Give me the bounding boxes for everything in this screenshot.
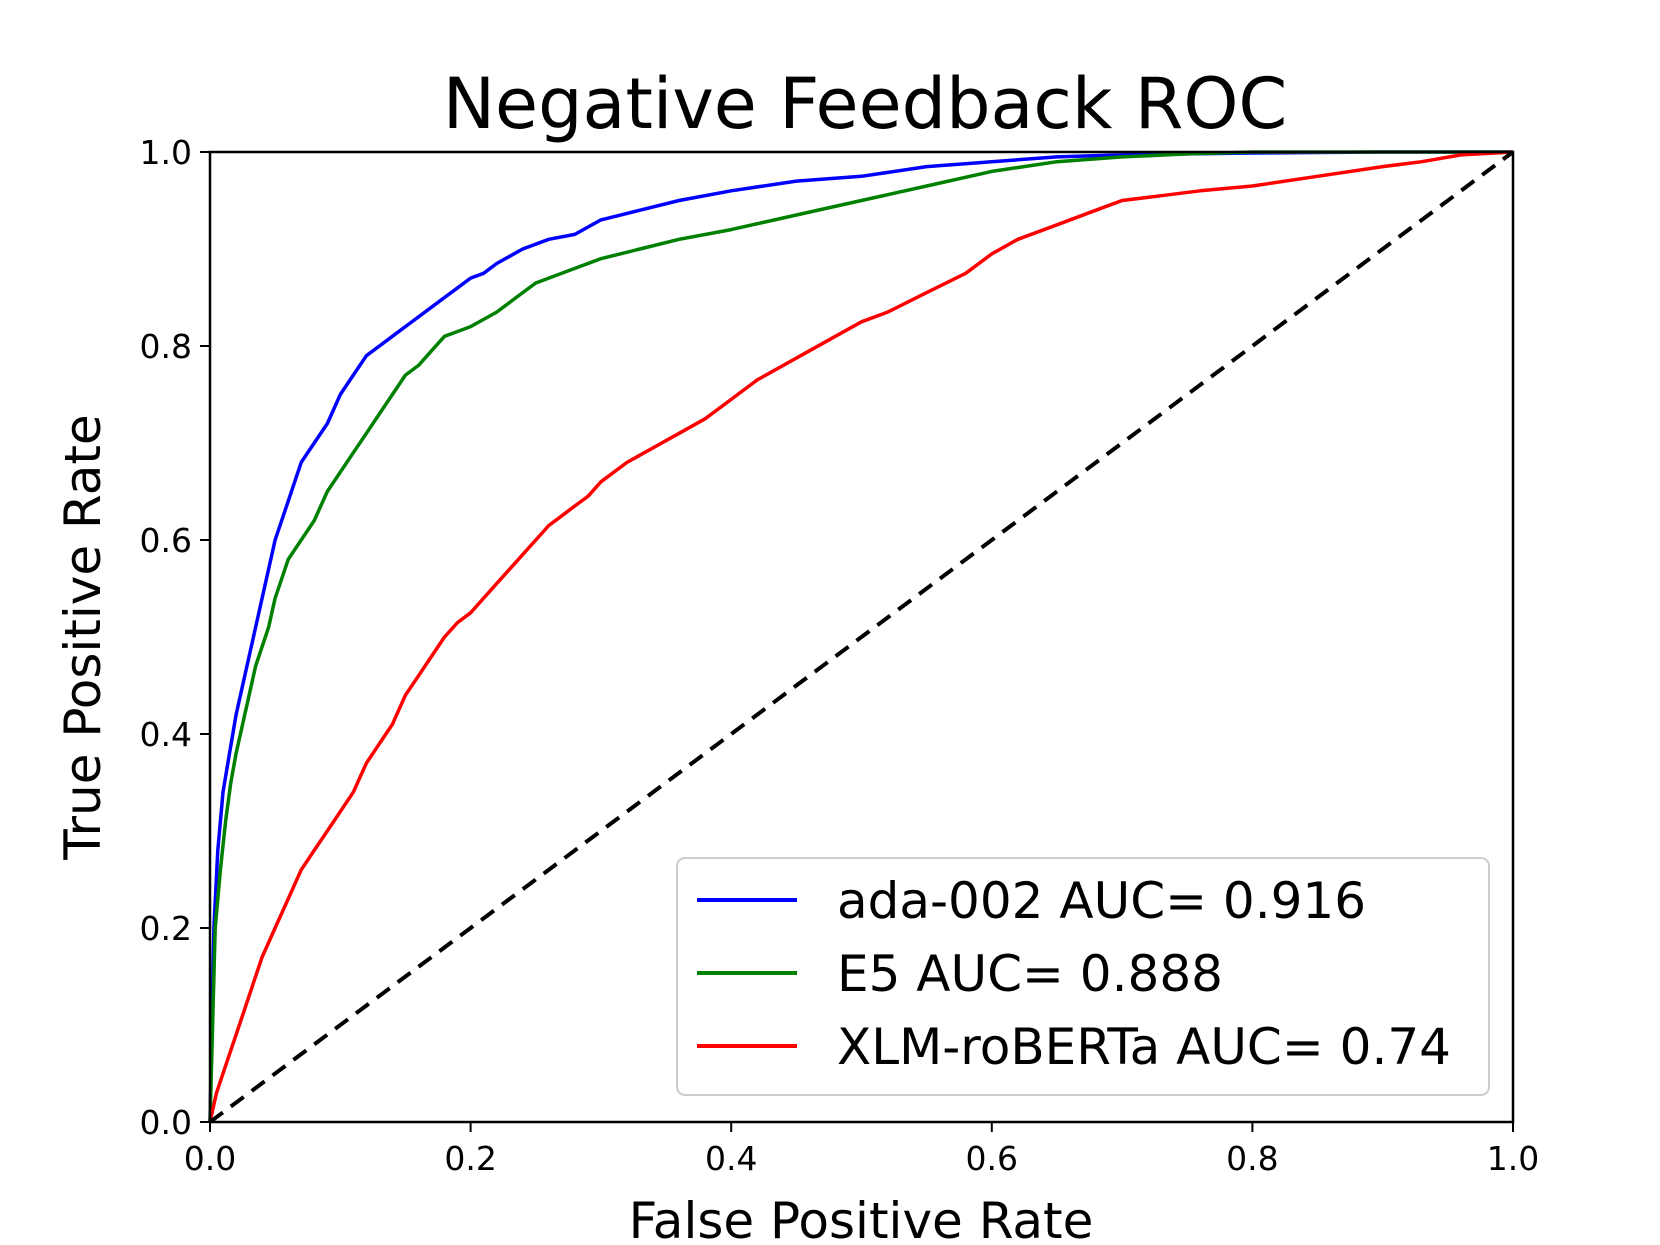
x-tick-label: 0.0 [184, 1139, 236, 1178]
x-axis: 0.0 0.2 0.4 0.6 0.8 1.0 [184, 1122, 1539, 1178]
legend-label-0: ada-002 AUC= 0.916 [837, 872, 1366, 930]
chart-title: Negative Feedback ROC [443, 63, 1288, 145]
x-tick-label: 0.4 [705, 1139, 757, 1178]
series-line-0 [208, 150, 1513, 1123]
y-tick-label: 0.0 [140, 1103, 192, 1142]
y-tick-label: 0.4 [140, 715, 192, 754]
x-tick-label: 0.6 [966, 1139, 1018, 1178]
y-tick-label: 1.0 [140, 133, 192, 172]
chance-diagonal [208, 150, 1515, 1124]
x-axis-label: False Positive Rate [629, 1192, 1094, 1245]
y-tick-label: 0.8 [140, 327, 192, 366]
x-tick-label: 0.8 [1226, 1139, 1278, 1178]
legend-box [676, 857, 1490, 1096]
y-axis-label: True Positive Rate [54, 414, 112, 860]
series-line-1 [208, 150, 1513, 1123]
axes-frame [208, 150, 1515, 1124]
legend-label-1: E5 AUC= 0.888 [837, 945, 1223, 1003]
series-line-2 [208, 150, 1514, 1123]
plot-area [208, 150, 1515, 1124]
x-tick-label: 1.0 [1487, 1139, 1539, 1178]
x-tick-label: 0.2 [444, 1139, 496, 1178]
legend-label-2: XLM-roBERTa AUC= 0.74 [837, 1018, 1451, 1076]
legend: ada-002 AUC= 0.916 E5 AUC= 0.888 XLM-roBER… [676, 857, 1490, 1096]
y-axis: 0.0 0.2 0.4 0.6 0.8 1.0 [140, 133, 210, 1142]
y-tick-label: 0.6 [140, 521, 192, 560]
y-tick-label: 0.2 [140, 909, 192, 948]
